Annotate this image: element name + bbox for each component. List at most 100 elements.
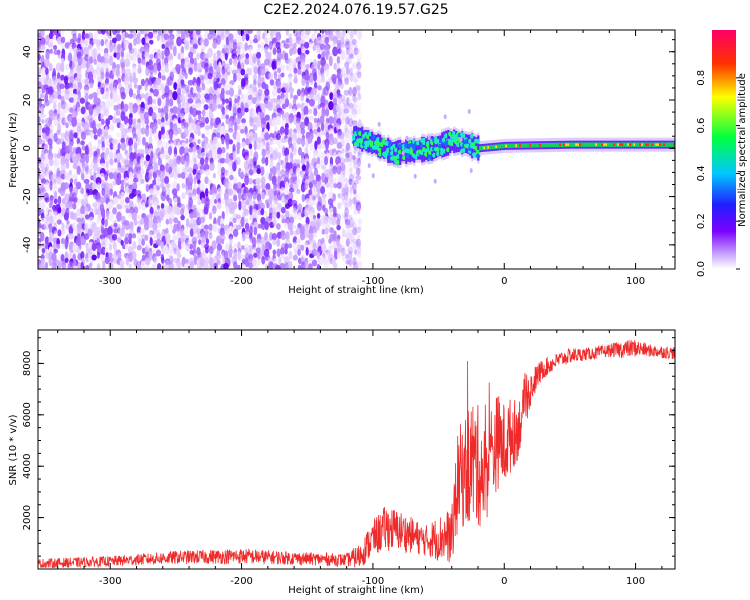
spectrogram-cell	[583, 142, 586, 147]
spectrogram-cell	[91, 182, 98, 190]
spectrogram-cell	[313, 232, 317, 238]
spectrogram-cell	[115, 118, 121, 124]
spectrogram-cell	[304, 86, 309, 96]
spectrogram-cell	[232, 243, 239, 252]
spectrogram-cell	[116, 96, 121, 105]
spectrogram-cell	[128, 233, 133, 240]
spectrogram-cell	[200, 265, 206, 269]
spectrogram-cell	[52, 82, 57, 91]
spectrogram-cell	[157, 157, 163, 167]
spectrogram-cell	[493, 144, 496, 150]
spectrogram-cell	[381, 137, 384, 158]
spectrogram-cell	[140, 260, 146, 269]
spectrogram-cell	[173, 247, 177, 255]
spectrogram-cell	[187, 79, 194, 86]
spectrogram-cell	[340, 117, 346, 124]
spectrogram-cell	[196, 52, 200, 60]
spectrogram-cell	[72, 197, 78, 203]
spectrogram-cell	[76, 122, 82, 128]
spectrogram-cell	[168, 93, 173, 99]
spectrogram-cell	[84, 192, 88, 201]
spectrogram-cell	[40, 106, 44, 115]
spectrogram-cell	[288, 102, 293, 109]
spectrogram-cell	[99, 162, 106, 170]
spectrogram-cell	[557, 142, 560, 148]
spectrogram-cell	[120, 52, 125, 59]
spectrogram-cell	[241, 254, 246, 261]
spectrogram-cell	[99, 196, 106, 204]
spectrogram-cell	[128, 263, 132, 269]
spectrogram-cell	[348, 148, 353, 154]
spectrogram-cell	[124, 196, 130, 204]
spectrogram-cell	[543, 142, 546, 148]
spectrogram-cell	[352, 154, 356, 160]
spectrogram-cell	[39, 162, 45, 169]
spectrogram-cell	[123, 103, 129, 112]
spectrogram-cell	[341, 30, 347, 38]
spectrogram-cell	[641, 143, 644, 146]
spectrogram-cell	[268, 261, 274, 269]
spectrogram-cell	[256, 193, 262, 202]
spectrogram-cell	[67, 143, 73, 152]
spectrogram-cell	[345, 142, 351, 151]
spectrogram-cell	[349, 262, 355, 269]
spectrogram-cell	[348, 58, 353, 65]
spectrogram-cell	[56, 153, 62, 159]
spectrogram-cell	[349, 106, 354, 114]
spectrogram-cell	[565, 143, 568, 147]
spectrogram-cell	[336, 252, 341, 259]
spectrogram-cell	[340, 94, 346, 101]
spectrogram-cell	[240, 171, 245, 180]
spectrogram-cell	[60, 203, 66, 209]
spectrogram-y-tick-label: 40	[22, 45, 33, 58]
spectrogram-cell	[271, 88, 278, 97]
spectrogram-cell	[192, 168, 197, 176]
spectrogram-cell	[527, 143, 530, 148]
spectrogram-cell	[97, 182, 101, 190]
spectrogram-cell	[280, 214, 286, 220]
spectrogram-cell	[327, 198, 334, 206]
spectrogram-cell	[333, 183, 338, 189]
spectrogram-cell	[353, 193, 358, 203]
spectrogram-cell	[205, 256, 209, 266]
spectrogram-cell	[107, 201, 114, 210]
spectrogram-cell	[164, 154, 171, 160]
spectrogram-cell	[569, 142, 572, 147]
spectrogram-cell	[247, 67, 253, 76]
spectrogram-cell	[233, 31, 238, 40]
spectrogram-cell	[177, 52, 182, 60]
spectrogram-cell	[639, 143, 642, 146]
spectrogram-cell	[41, 88, 46, 94]
spectrogram-cell	[113, 52, 117, 58]
spectrogram-cell	[72, 88, 78, 95]
spectrogram-cell	[553, 142, 556, 148]
snr-x-tick-label: 0	[501, 576, 507, 587]
spectrogram-cell	[90, 131, 94, 139]
spectrogram-cell	[267, 101, 274, 111]
spectrogram-cell	[153, 105, 159, 111]
spectrogram-cell	[112, 67, 118, 77]
spectrogram-cell	[131, 212, 138, 221]
spectrogram-cell	[140, 167, 145, 175]
spectrogram-cell	[617, 143, 620, 146]
spectrogram-cell	[203, 38, 209, 47]
spectrogram-cell	[68, 52, 73, 63]
spectrogram-cell	[161, 43, 166, 50]
spectrogram-cell	[344, 53, 351, 61]
spectrogram-cell	[316, 263, 321, 269]
spectrogram-cell	[208, 232, 213, 240]
spectrogram-x-axis: -300 -200 -100 0 100	[57, 30, 663, 287]
spectrogram-cell	[72, 202, 77, 210]
spectrogram-cell	[276, 238, 281, 248]
spectrogram-cell	[348, 242, 353, 252]
spectrogram-cell	[200, 258, 206, 268]
spectrogram-cell	[332, 77, 337, 85]
spectrogram-cell	[52, 90, 59, 100]
spectrogram-cell	[276, 211, 281, 219]
spectrogram-cell	[248, 135, 253, 145]
spectrogram-cell	[255, 204, 261, 211]
spectrogram-cell	[139, 107, 145, 114]
spectrogram-cell	[513, 143, 516, 148]
spectrogram-cell	[109, 150, 114, 161]
